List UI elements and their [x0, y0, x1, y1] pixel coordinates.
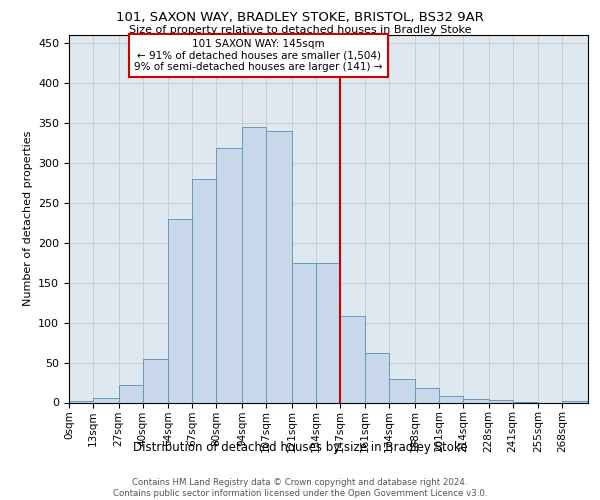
Bar — [365, 353, 389, 403]
Y-axis label: Number of detached properties: Number of detached properties — [23, 131, 32, 306]
Bar — [169, 219, 193, 402]
Text: Distribution of detached houses by size in Bradley Stoke: Distribution of detached houses by size … — [133, 441, 467, 454]
Bar — [463, 400, 488, 402]
Bar — [193, 179, 216, 402]
Bar — [488, 400, 512, 402]
Bar — [439, 396, 463, 402]
Bar — [389, 378, 415, 402]
Bar — [415, 388, 439, 402]
Bar — [340, 316, 365, 402]
Bar — [69, 401, 93, 402]
Bar — [316, 262, 340, 402]
Text: 101, SAXON WAY, BRADLEY STOKE, BRISTOL, BS32 9AR: 101, SAXON WAY, BRADLEY STOKE, BRISTOL, … — [116, 11, 484, 24]
Bar — [93, 398, 119, 402]
Bar — [266, 131, 292, 402]
Bar — [292, 262, 316, 402]
Text: 101 SAXON WAY: 145sqm
← 91% of detached houses are smaller (1,504)
9% of semi-de: 101 SAXON WAY: 145sqm ← 91% of detached … — [134, 39, 383, 72]
Bar — [216, 148, 242, 402]
Bar — [562, 401, 588, 402]
Text: Size of property relative to detached houses in Bradley Stoke: Size of property relative to detached ho… — [129, 25, 471, 35]
Bar — [119, 385, 143, 402]
Bar — [242, 127, 266, 402]
Text: Contains HM Land Registry data © Crown copyright and database right 2024.
Contai: Contains HM Land Registry data © Crown c… — [113, 478, 487, 498]
Bar — [143, 360, 169, 403]
